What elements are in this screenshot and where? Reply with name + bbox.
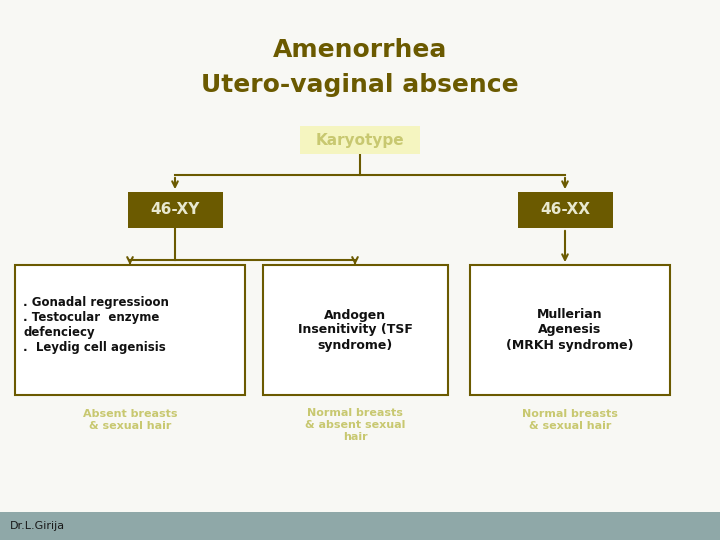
Text: Mullerian
Agenesis
(MRKH syndrome): Mullerian Agenesis (MRKH syndrome) (506, 308, 634, 352)
Text: . Gonadal regressioon
. Testocular  enzyme
defenciecy
.  Leydig cell agenisis: . Gonadal regressioon . Testocular enzym… (23, 296, 169, 354)
Text: Andogen
Insenitivity (TSF
syndrome): Andogen Insenitivity (TSF syndrome) (297, 308, 413, 352)
FancyBboxPatch shape (0, 512, 720, 540)
FancyBboxPatch shape (300, 126, 420, 154)
Text: Absent breasts
& sexual hair: Absent breasts & sexual hair (83, 409, 177, 431)
Text: 46-XX: 46-XX (540, 202, 590, 218)
FancyBboxPatch shape (263, 265, 448, 395)
Text: 46-XY: 46-XY (150, 202, 199, 218)
FancyBboxPatch shape (518, 192, 613, 228)
Text: Normal breasts
& sexual hair: Normal breasts & sexual hair (522, 409, 618, 431)
Text: Normal breasts
& absent sexual
hair: Normal breasts & absent sexual hair (305, 408, 405, 442)
FancyBboxPatch shape (15, 265, 245, 395)
Text: Dr.L.Girija: Dr.L.Girija (10, 521, 65, 531)
Text: Amenorrhea: Amenorrhea (273, 38, 447, 62)
Text: Utero-vaginal absence: Utero-vaginal absence (201, 73, 519, 97)
FancyBboxPatch shape (470, 265, 670, 395)
FancyBboxPatch shape (127, 192, 222, 228)
Text: Karyotype: Karyotype (315, 132, 405, 147)
